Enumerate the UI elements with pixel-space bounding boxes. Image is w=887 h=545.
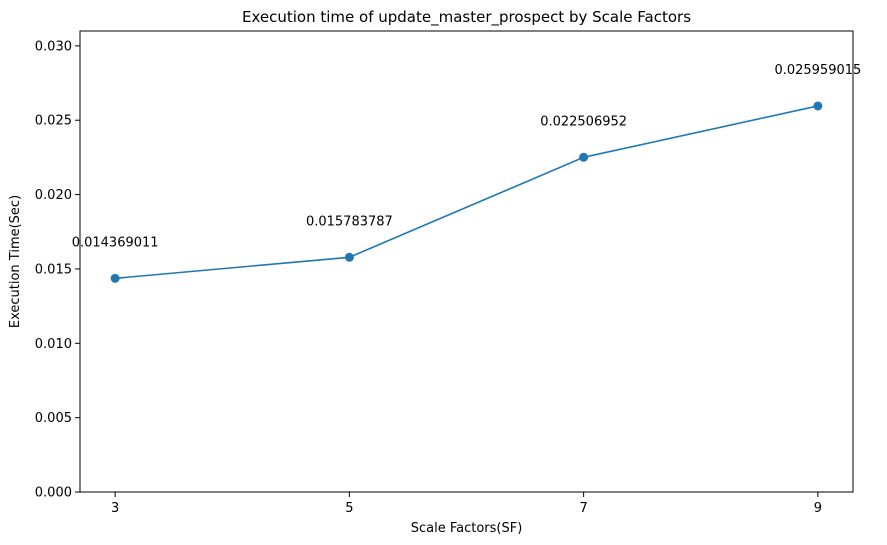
data-label: 0.015783787 bbox=[306, 214, 393, 229]
y-tick-label: 0.025 bbox=[35, 114, 72, 129]
y-tick-label: 0.005 bbox=[35, 411, 72, 426]
y-tick-label: 0.010 bbox=[35, 337, 72, 352]
plot-frame bbox=[79, 30, 854, 493]
y-tick-label: 0.015 bbox=[35, 262, 72, 277]
data-point bbox=[110, 273, 120, 283]
data-label: 0.025959015 bbox=[774, 63, 861, 78]
x-tick-label: 3 bbox=[111, 501, 119, 516]
series-line bbox=[115, 105, 819, 280]
data-point bbox=[344, 252, 354, 262]
x-axis-label: Scale Factors(SF) bbox=[411, 521, 523, 536]
data-label: 0.022506952 bbox=[540, 114, 627, 129]
y-axis: 0.000 0.005 0.010 0.015 0.020 0.025 0.030 bbox=[35, 39, 80, 501]
plot-area: 0.000 0.005 0.010 0.015 0.020 0.025 0.030 3 5 7 9… bbox=[35, 30, 861, 516]
x-tick-label: 5 bbox=[345, 501, 353, 516]
x-tick-label: 7 bbox=[579, 501, 587, 516]
y-tick-label: 0.000 bbox=[35, 486, 72, 501]
x-axis: 3 5 7 9 bbox=[111, 492, 822, 516]
y-tick-label: 0.030 bbox=[35, 39, 72, 54]
data-point bbox=[579, 152, 589, 162]
y-tick-label: 0.020 bbox=[35, 188, 72, 203]
series-layer: 0.014369011 0.015783787 0.022506952 0.02595… bbox=[72, 63, 861, 283]
data-label: 0.014369011 bbox=[72, 235, 159, 250]
x-tick-label: 9 bbox=[814, 501, 822, 516]
y-axis-label: Execution Time(Sec) bbox=[8, 195, 23, 328]
data-point bbox=[813, 101, 823, 111]
chart-title: Execution time of update_master_prospect… bbox=[242, 8, 691, 27]
